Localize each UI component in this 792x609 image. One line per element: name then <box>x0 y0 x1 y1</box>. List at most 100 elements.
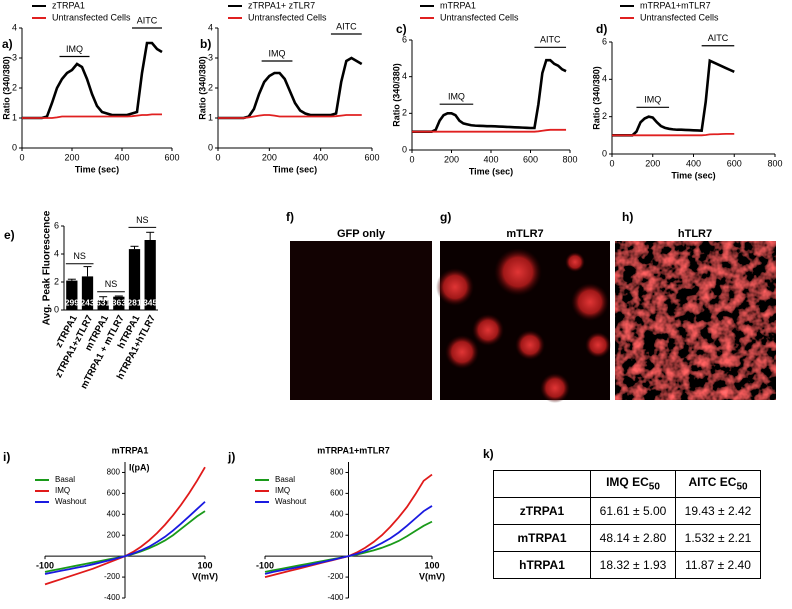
panel-label: b) <box>200 37 211 51</box>
cell: 11.87 ± 2.40 <box>675 551 761 579</box>
image-title: mTLR7 <box>506 228 543 240</box>
y-tick-label: 800 <box>330 468 344 477</box>
cell: 18.32 ± 1.93 <box>590 551 676 579</box>
x-axis-label: V(mV) <box>192 572 218 582</box>
x-tick-label: 0 <box>409 154 414 164</box>
legend-label: Untransfected Cells <box>640 12 719 22</box>
cells <box>436 248 611 403</box>
x-tick-label: 600 <box>727 158 742 168</box>
cell: mTRPA1 <box>493 524 591 552</box>
y-axis-label: Ratio (340/380) <box>591 66 601 130</box>
empty-cell <box>493 470 591 498</box>
y-axis-label: Ratio (340/380) <box>391 63 401 127</box>
significance-label: NS <box>136 215 149 225</box>
annotation-label: IMQ <box>448 92 465 102</box>
x-tick-label: 400 <box>483 154 498 164</box>
y-tick-label: 800 <box>107 468 121 477</box>
cell: zTRPA1 <box>493 497 591 525</box>
bar <box>66 280 78 310</box>
legend-label: IMQ <box>275 486 290 495</box>
x-tick-label: 200 <box>262 152 277 162</box>
header-cell: AITC EC50 <box>675 470 761 498</box>
x-axis-label: Time (sec) <box>671 170 715 180</box>
x-tick-label: 200 <box>444 154 459 164</box>
image-labels: f) GFP only g) mTLR7 h) hTLR7 k) <box>286 210 712 461</box>
image-title: GFP only <box>337 228 386 240</box>
x-axis-label: Time (sec) <box>75 164 119 174</box>
y-axis-label: I(pA) <box>129 462 150 472</box>
bar <box>97 300 109 310</box>
x-tick-label: -100 <box>256 561 274 571</box>
legend-label: mTRPA1+mTLR7 <box>640 0 711 10</box>
y-tick-label: 4 <box>208 22 213 32</box>
y-axis-label: Avg. Peak Fluorescence <box>42 210 53 325</box>
x-tick-label: 600 <box>364 152 379 162</box>
legend-label: zTRPA1 <box>52 0 85 10</box>
x-tick-label: 0 <box>609 158 614 168</box>
y-tick-label: 4 <box>602 74 607 84</box>
image-title: hTLR7 <box>678 228 712 240</box>
y-tick-label: 600 <box>107 488 121 497</box>
header-sub: 50 <box>736 481 748 493</box>
x-tick-label: 200 <box>64 152 79 162</box>
legend-label: zTRPA1+ zTLR7 <box>248 0 315 10</box>
annotation-label: IMQ <box>644 95 661 105</box>
x-tick-label: 800 <box>767 158 782 168</box>
y-axis-label: Ratio (340/380) <box>197 56 207 120</box>
y-tick-label: 6 <box>602 36 607 46</box>
x-tick-label: 600 <box>523 154 538 164</box>
x-tick-label: 400 <box>686 158 701 168</box>
y-tick-label: 0 <box>12 142 17 152</box>
header-text: AITC EC <box>688 475 737 490</box>
y-tick-label: 3 <box>12 52 17 62</box>
y-tick-label: 4 <box>54 248 59 258</box>
legend-label: Basal <box>275 475 295 484</box>
annotation-label: AITC <box>336 21 357 31</box>
y-tick-label: 0 <box>208 142 213 152</box>
panel-label: h) <box>622 210 633 224</box>
header-sub: 50 <box>648 481 660 493</box>
x-tick-label: 100 <box>197 561 212 571</box>
panel-label: d) <box>596 22 607 36</box>
y-tick-label: -200 <box>104 572 121 581</box>
y-tick-label: 400 <box>107 509 121 518</box>
series-line <box>218 114 362 119</box>
y-axis-label: Ratio (340/380) <box>1 56 11 120</box>
legend-label: mTRPA1 <box>440 0 476 10</box>
y-tick-label: 200 <box>330 530 344 539</box>
legend-label: Basal <box>55 475 75 484</box>
y-tick-label: 400 <box>330 509 344 518</box>
annotation-label: AITC <box>708 33 729 43</box>
series-line <box>612 132 735 137</box>
y-tick-label: 1 <box>208 112 213 122</box>
image-htlr7-speckle <box>615 241 776 400</box>
count-label: 345 <box>143 297 157 307</box>
series-line <box>412 128 567 133</box>
y-tick-label: -200 <box>327 572 344 581</box>
series-line <box>264 505 433 575</box>
annotation-label: AITC <box>137 15 158 25</box>
row: mTRPA1 48.14 ± 2.80 1.532 ± 2.21 <box>493 524 761 552</box>
y-tick-label: 2 <box>402 108 407 118</box>
legend-label: Washout <box>275 497 307 506</box>
x-axis-label: V(mV) <box>419 572 445 582</box>
x-tick-label: 0 <box>19 152 24 162</box>
x-tick-label: 400 <box>313 152 328 162</box>
y-tick-label: 2 <box>12 82 17 92</box>
panel-label: f) <box>286 210 294 224</box>
series-line <box>218 56 363 120</box>
annotation-label: IMQ <box>269 48 286 58</box>
count-label: 243 <box>80 297 94 307</box>
count-label: 631 <box>96 297 110 307</box>
bar <box>144 240 156 310</box>
legend-label: IMQ <box>55 486 70 495</box>
legend-label: Untransfected Cells <box>52 12 131 22</box>
legend-label: Washout <box>55 497 87 506</box>
panel-label: j) <box>227 450 235 464</box>
y-tick-label: 2 <box>208 82 213 92</box>
header-text: IMQ EC <box>606 475 649 490</box>
y-tick-label: 2 <box>54 276 59 286</box>
cell: 61.61 ± 5.00 <box>590 497 676 525</box>
x-axis-label: Time (sec) <box>469 166 513 176</box>
y-tick-label: 4 <box>402 71 407 81</box>
